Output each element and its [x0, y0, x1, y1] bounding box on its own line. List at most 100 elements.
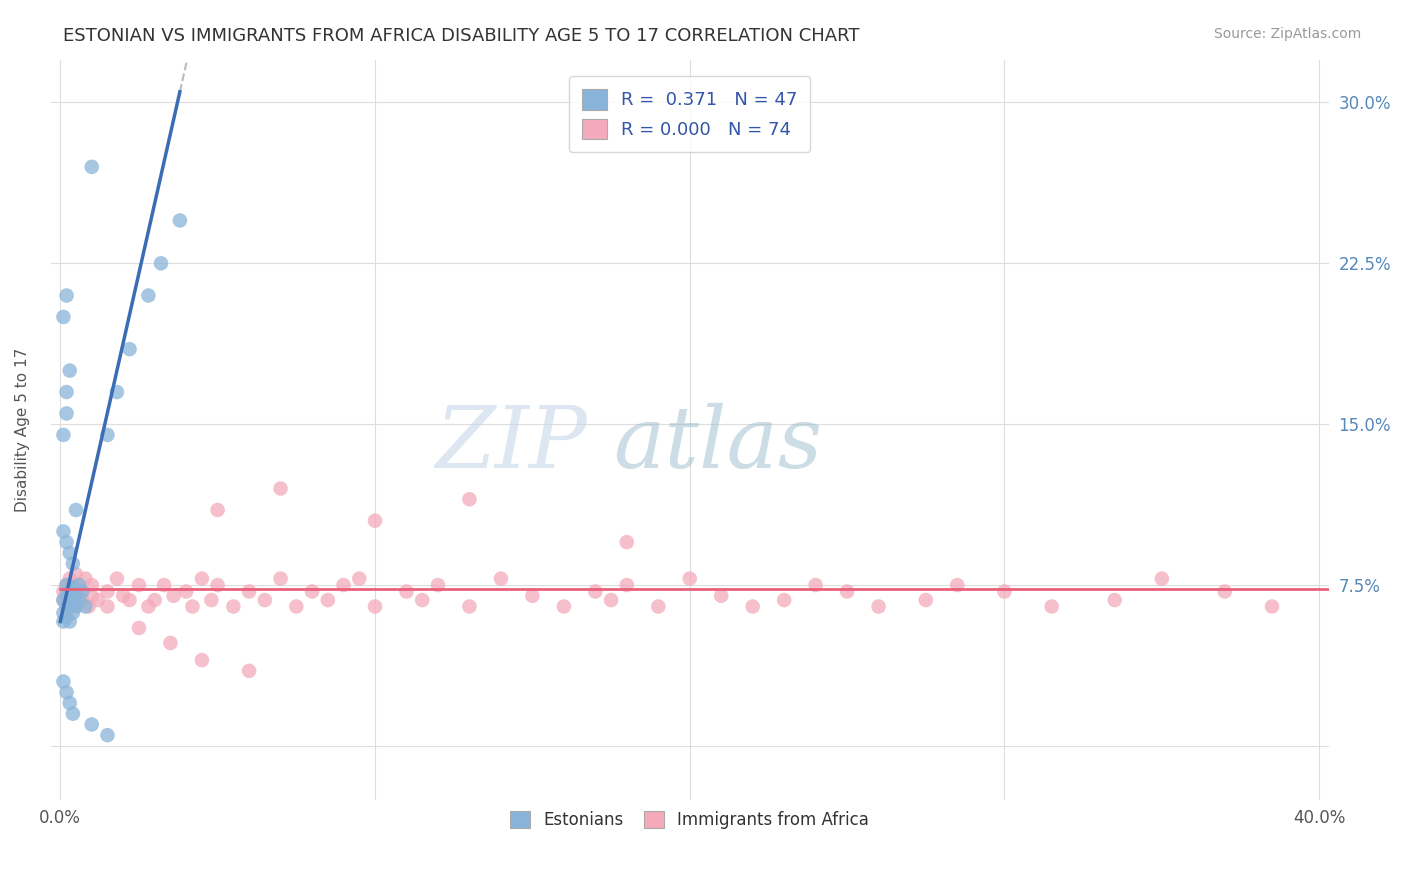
Point — [395, 584, 418, 599]
Point — [914, 593, 936, 607]
Point — [1104, 593, 1126, 607]
Point — [301, 584, 323, 599]
Point — [96, 428, 118, 442]
Point — [112, 589, 135, 603]
Point — [67, 593, 90, 607]
Point — [59, 546, 82, 560]
Point — [65, 567, 87, 582]
Point — [52, 593, 75, 607]
Point — [59, 363, 82, 377]
Point — [77, 599, 100, 614]
Point — [59, 589, 82, 603]
Point — [207, 578, 229, 592]
Text: ESTONIAN VS IMMIGRANTS FROM AFRICA DISABILITY AGE 5 TO 17 CORRELATION CHART: ESTONIAN VS IMMIGRANTS FROM AFRICA DISAB… — [63, 27, 860, 45]
Point — [55, 589, 77, 603]
Point — [118, 593, 141, 607]
Point — [679, 572, 702, 586]
Point — [489, 572, 512, 586]
Point — [65, 503, 87, 517]
Point — [59, 599, 82, 614]
Point — [616, 535, 638, 549]
Point — [67, 578, 90, 592]
Point — [55, 685, 77, 699]
Point — [105, 384, 128, 399]
Point — [96, 584, 118, 599]
Point — [52, 428, 75, 442]
Point — [87, 593, 110, 607]
Point — [458, 492, 481, 507]
Point — [710, 589, 733, 603]
Point — [80, 589, 103, 603]
Point — [62, 557, 84, 571]
Point — [1261, 599, 1284, 614]
Point — [270, 572, 292, 586]
Point — [153, 578, 176, 592]
Point — [332, 578, 354, 592]
Point — [835, 584, 858, 599]
Point — [1150, 572, 1173, 586]
Point — [458, 599, 481, 614]
Point — [59, 584, 82, 599]
Point — [80, 578, 103, 592]
Point — [59, 593, 82, 607]
Point — [59, 615, 82, 629]
Text: Source: ZipAtlas.com: Source: ZipAtlas.com — [1213, 27, 1361, 41]
Point — [52, 310, 75, 324]
Point — [65, 599, 87, 614]
Point — [65, 589, 87, 603]
Point — [138, 288, 160, 302]
Point — [773, 593, 796, 607]
Point — [191, 653, 214, 667]
Point — [75, 599, 97, 614]
Point — [62, 593, 84, 607]
Point — [62, 706, 84, 721]
Point — [174, 584, 197, 599]
Point — [191, 572, 214, 586]
Point — [316, 593, 339, 607]
Point — [128, 621, 150, 635]
Point — [741, 599, 763, 614]
Point — [59, 572, 82, 586]
Point — [553, 599, 575, 614]
Point — [993, 584, 1015, 599]
Point — [143, 593, 166, 607]
Point — [411, 593, 433, 607]
Point — [52, 593, 75, 607]
Point — [238, 664, 260, 678]
Point — [72, 584, 94, 599]
Point — [364, 599, 387, 614]
Point — [364, 514, 387, 528]
Point — [118, 342, 141, 356]
Point — [238, 584, 260, 599]
Point — [55, 599, 77, 614]
Point — [285, 599, 308, 614]
Point — [62, 580, 84, 594]
Point — [55, 384, 77, 399]
Point — [55, 578, 77, 592]
Legend: Estonians, Immigrants from Africa: Estonians, Immigrants from Africa — [503, 804, 876, 836]
Point — [55, 407, 77, 421]
Point — [62, 593, 84, 607]
Point — [62, 578, 84, 592]
Point — [55, 288, 77, 302]
Point — [222, 599, 245, 614]
Point — [647, 599, 669, 614]
Point — [162, 589, 184, 603]
Point — [349, 572, 371, 586]
Point — [55, 535, 77, 549]
Point — [868, 599, 890, 614]
Point — [946, 578, 969, 592]
Point — [72, 593, 94, 607]
Point — [270, 482, 292, 496]
Point — [1213, 584, 1236, 599]
Point — [52, 584, 75, 599]
Point — [52, 524, 75, 539]
Point — [207, 503, 229, 517]
Point — [55, 599, 77, 614]
Point — [426, 578, 449, 592]
Point — [96, 599, 118, 614]
Point — [522, 589, 544, 603]
Point — [169, 213, 191, 227]
Point — [253, 593, 276, 607]
Point — [138, 599, 160, 614]
